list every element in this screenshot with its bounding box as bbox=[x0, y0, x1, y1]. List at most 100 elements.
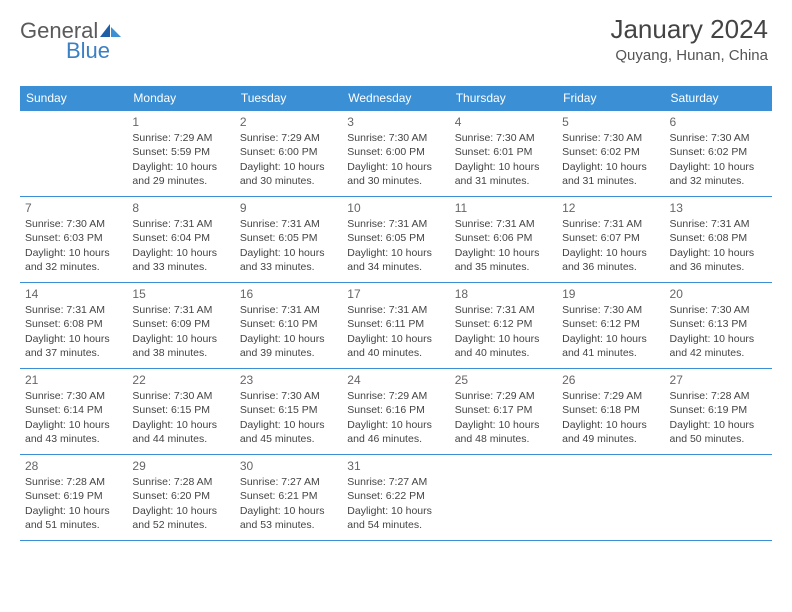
daylight-line: Daylight: 10 hours and 32 minutes. bbox=[25, 246, 122, 274]
daylight-line: Daylight: 10 hours and 30 minutes. bbox=[240, 160, 337, 188]
sunset-line: Sunset: 6:00 PM bbox=[347, 145, 444, 159]
daylight-line: Daylight: 10 hours and 53 minutes. bbox=[240, 504, 337, 532]
day-number: 2 bbox=[240, 114, 337, 130]
daylight-line: Daylight: 10 hours and 46 minutes. bbox=[347, 418, 444, 446]
daylight-line: Daylight: 10 hours and 41 minutes. bbox=[562, 332, 659, 360]
sunset-line: Sunset: 6:05 PM bbox=[240, 231, 337, 245]
calendar-day-cell: 25Sunrise: 7:29 AMSunset: 6:17 PMDayligh… bbox=[450, 369, 557, 455]
daylight-line: Daylight: 10 hours and 48 minutes. bbox=[455, 418, 552, 446]
sunset-line: Sunset: 6:22 PM bbox=[347, 489, 444, 503]
sunrise-line: Sunrise: 7:31 AM bbox=[132, 303, 229, 317]
weekday-header-row: Sunday Monday Tuesday Wednesday Thursday… bbox=[20, 86, 772, 111]
calendar-day-cell: 14Sunrise: 7:31 AMSunset: 6:08 PMDayligh… bbox=[20, 283, 127, 369]
daylight-line: Daylight: 10 hours and 43 minutes. bbox=[25, 418, 122, 446]
sunrise-line: Sunrise: 7:28 AM bbox=[25, 475, 122, 489]
daylight-line: Daylight: 10 hours and 45 minutes. bbox=[240, 418, 337, 446]
daylight-line: Daylight: 10 hours and 38 minutes. bbox=[132, 332, 229, 360]
sunset-line: Sunset: 6:08 PM bbox=[25, 317, 122, 331]
sunrise-line: Sunrise: 7:30 AM bbox=[132, 389, 229, 403]
sunrise-line: Sunrise: 7:29 AM bbox=[132, 131, 229, 145]
sunrise-line: Sunrise: 7:31 AM bbox=[347, 303, 444, 317]
calendar-day-cell: 7Sunrise: 7:30 AMSunset: 6:03 PMDaylight… bbox=[20, 197, 127, 283]
sunset-line: Sunset: 6:08 PM bbox=[670, 231, 767, 245]
sunset-line: Sunset: 6:06 PM bbox=[455, 231, 552, 245]
sunset-line: Sunset: 6:11 PM bbox=[347, 317, 444, 331]
day-number: 22 bbox=[132, 372, 229, 388]
calendar-day-cell: 31Sunrise: 7:27 AMSunset: 6:22 PMDayligh… bbox=[342, 455, 449, 541]
sunset-line: Sunset: 6:07 PM bbox=[562, 231, 659, 245]
calendar-day-cell: 2Sunrise: 7:29 AMSunset: 6:00 PMDaylight… bbox=[235, 111, 342, 197]
day-number: 15 bbox=[132, 286, 229, 302]
daylight-line: Daylight: 10 hours and 54 minutes. bbox=[347, 504, 444, 532]
calendar-day-cell: 8Sunrise: 7:31 AMSunset: 6:04 PMDaylight… bbox=[127, 197, 234, 283]
day-number: 25 bbox=[455, 372, 552, 388]
sunset-line: Sunset: 6:14 PM bbox=[25, 403, 122, 417]
weekday-head: Saturday bbox=[665, 86, 772, 111]
weekday-head: Monday bbox=[127, 86, 234, 111]
daylight-line: Daylight: 10 hours and 36 minutes. bbox=[670, 246, 767, 274]
sunrise-line: Sunrise: 7:31 AM bbox=[25, 303, 122, 317]
calendar-day-cell: 5Sunrise: 7:30 AMSunset: 6:02 PMDaylight… bbox=[557, 111, 664, 197]
day-number: 30 bbox=[240, 458, 337, 474]
sunset-line: Sunset: 6:15 PM bbox=[132, 403, 229, 417]
sunrise-line: Sunrise: 7:30 AM bbox=[25, 389, 122, 403]
calendar-day-cell bbox=[20, 111, 127, 197]
daylight-line: Daylight: 10 hours and 50 minutes. bbox=[670, 418, 767, 446]
day-number: 31 bbox=[347, 458, 444, 474]
sunset-line: Sunset: 5:59 PM bbox=[132, 145, 229, 159]
calendar-day-cell bbox=[665, 455, 772, 541]
day-number: 10 bbox=[347, 200, 444, 216]
sunset-line: Sunset: 6:16 PM bbox=[347, 403, 444, 417]
calendar-day-cell: 26Sunrise: 7:29 AMSunset: 6:18 PMDayligh… bbox=[557, 369, 664, 455]
daylight-line: Daylight: 10 hours and 33 minutes. bbox=[240, 246, 337, 274]
calendar-day-cell: 13Sunrise: 7:31 AMSunset: 6:08 PMDayligh… bbox=[665, 197, 772, 283]
sunset-line: Sunset: 6:13 PM bbox=[670, 317, 767, 331]
calendar-day-cell: 17Sunrise: 7:31 AMSunset: 6:11 PMDayligh… bbox=[342, 283, 449, 369]
day-number: 6 bbox=[670, 114, 767, 130]
sunset-line: Sunset: 6:02 PM bbox=[562, 145, 659, 159]
calendar-day-cell: 16Sunrise: 7:31 AMSunset: 6:10 PMDayligh… bbox=[235, 283, 342, 369]
weekday-head: Sunday bbox=[20, 86, 127, 111]
location-label: Quyang, Hunan, China bbox=[610, 47, 768, 64]
sunset-line: Sunset: 6:09 PM bbox=[132, 317, 229, 331]
day-number: 24 bbox=[347, 372, 444, 388]
daylight-line: Daylight: 10 hours and 30 minutes. bbox=[347, 160, 444, 188]
sunset-line: Sunset: 6:01 PM bbox=[455, 145, 552, 159]
day-number: 29 bbox=[132, 458, 229, 474]
calendar-day-cell: 15Sunrise: 7:31 AMSunset: 6:09 PMDayligh… bbox=[127, 283, 234, 369]
day-number: 11 bbox=[455, 200, 552, 216]
sunset-line: Sunset: 6:10 PM bbox=[240, 317, 337, 331]
day-number: 16 bbox=[240, 286, 337, 302]
calendar-day-cell: 3Sunrise: 7:30 AMSunset: 6:00 PMDaylight… bbox=[342, 111, 449, 197]
sunset-line: Sunset: 6:12 PM bbox=[562, 317, 659, 331]
calendar-day-cell: 30Sunrise: 7:27 AMSunset: 6:21 PMDayligh… bbox=[235, 455, 342, 541]
sunrise-line: Sunrise: 7:30 AM bbox=[455, 131, 552, 145]
calendar-day-cell: 22Sunrise: 7:30 AMSunset: 6:15 PMDayligh… bbox=[127, 369, 234, 455]
day-number: 18 bbox=[455, 286, 552, 302]
sunset-line: Sunset: 6:19 PM bbox=[670, 403, 767, 417]
daylight-line: Daylight: 10 hours and 42 minutes. bbox=[670, 332, 767, 360]
sunrise-line: Sunrise: 7:31 AM bbox=[670, 217, 767, 231]
sunrise-line: Sunrise: 7:29 AM bbox=[347, 389, 444, 403]
calendar-week-row: 1Sunrise: 7:29 AMSunset: 5:59 PMDaylight… bbox=[20, 111, 772, 197]
calendar-day-cell: 1Sunrise: 7:29 AMSunset: 5:59 PMDaylight… bbox=[127, 111, 234, 197]
calendar-day-cell: 29Sunrise: 7:28 AMSunset: 6:20 PMDayligh… bbox=[127, 455, 234, 541]
daylight-line: Daylight: 10 hours and 34 minutes. bbox=[347, 246, 444, 274]
sunset-line: Sunset: 6:03 PM bbox=[25, 231, 122, 245]
sunset-line: Sunset: 6:05 PM bbox=[347, 231, 444, 245]
day-number: 23 bbox=[240, 372, 337, 388]
sunrise-line: Sunrise: 7:31 AM bbox=[132, 217, 229, 231]
daylight-line: Daylight: 10 hours and 35 minutes. bbox=[455, 246, 552, 274]
daylight-line: Daylight: 10 hours and 40 minutes. bbox=[347, 332, 444, 360]
weekday-head: Tuesday bbox=[235, 86, 342, 111]
sunrise-line: Sunrise: 7:27 AM bbox=[347, 475, 444, 489]
sunrise-line: Sunrise: 7:30 AM bbox=[347, 131, 444, 145]
daylight-line: Daylight: 10 hours and 29 minutes. bbox=[132, 160, 229, 188]
sunrise-line: Sunrise: 7:30 AM bbox=[562, 131, 659, 145]
sunset-line: Sunset: 6:15 PM bbox=[240, 403, 337, 417]
calendar-day-cell: 24Sunrise: 7:29 AMSunset: 6:16 PMDayligh… bbox=[342, 369, 449, 455]
sunrise-line: Sunrise: 7:31 AM bbox=[240, 303, 337, 317]
sunrise-line: Sunrise: 7:30 AM bbox=[670, 131, 767, 145]
daylight-line: Daylight: 10 hours and 40 minutes. bbox=[455, 332, 552, 360]
day-number: 28 bbox=[25, 458, 122, 474]
